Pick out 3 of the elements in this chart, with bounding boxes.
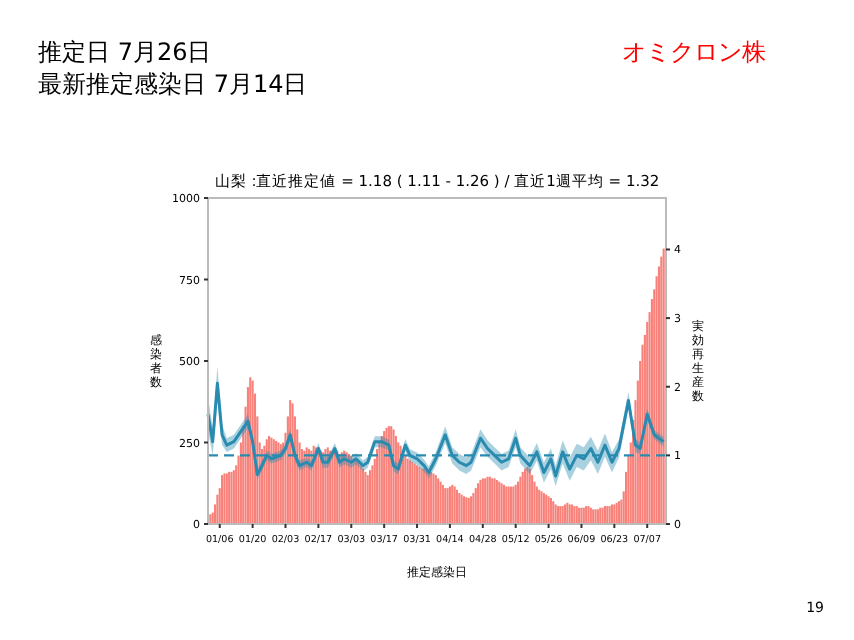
text: 最新推定感染日 7月14日 [38, 70, 308, 98]
text: 推定日 7月26日 [38, 38, 212, 66]
text: オミクロン株 [622, 38, 766, 66]
